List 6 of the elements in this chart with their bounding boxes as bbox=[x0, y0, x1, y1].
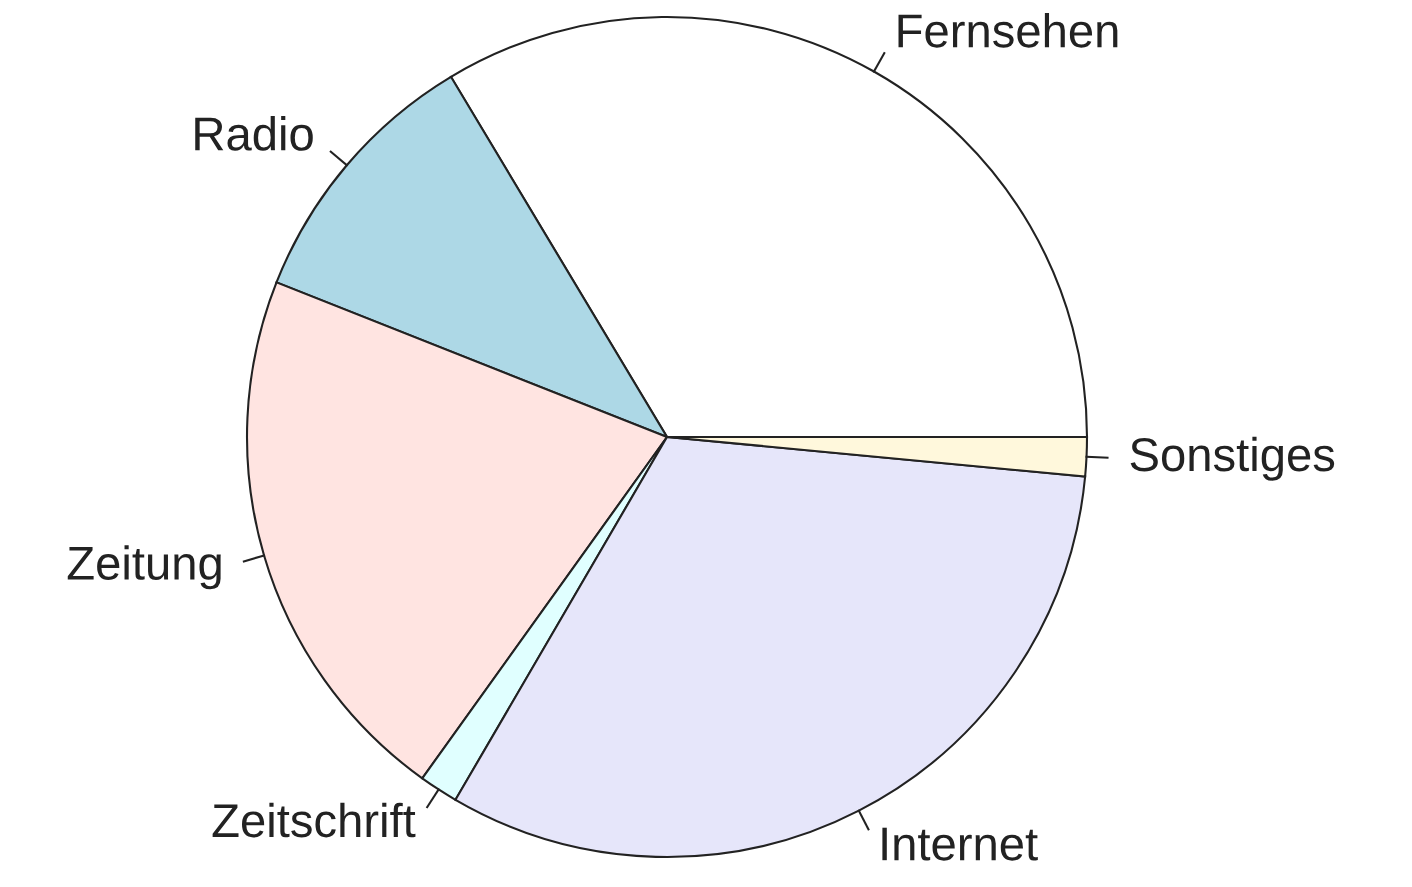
slice-label: Fernsehen bbox=[898, 12, 1118, 48]
slice-label: Zeitschrift bbox=[212, 802, 416, 838]
slice-label: Internet bbox=[882, 827, 1038, 861]
slice-label: Radio bbox=[195, 116, 313, 151]
slice-label: Zeitung bbox=[67, 545, 221, 590]
slice-label: Sonstiges bbox=[1130, 436, 1335, 481]
